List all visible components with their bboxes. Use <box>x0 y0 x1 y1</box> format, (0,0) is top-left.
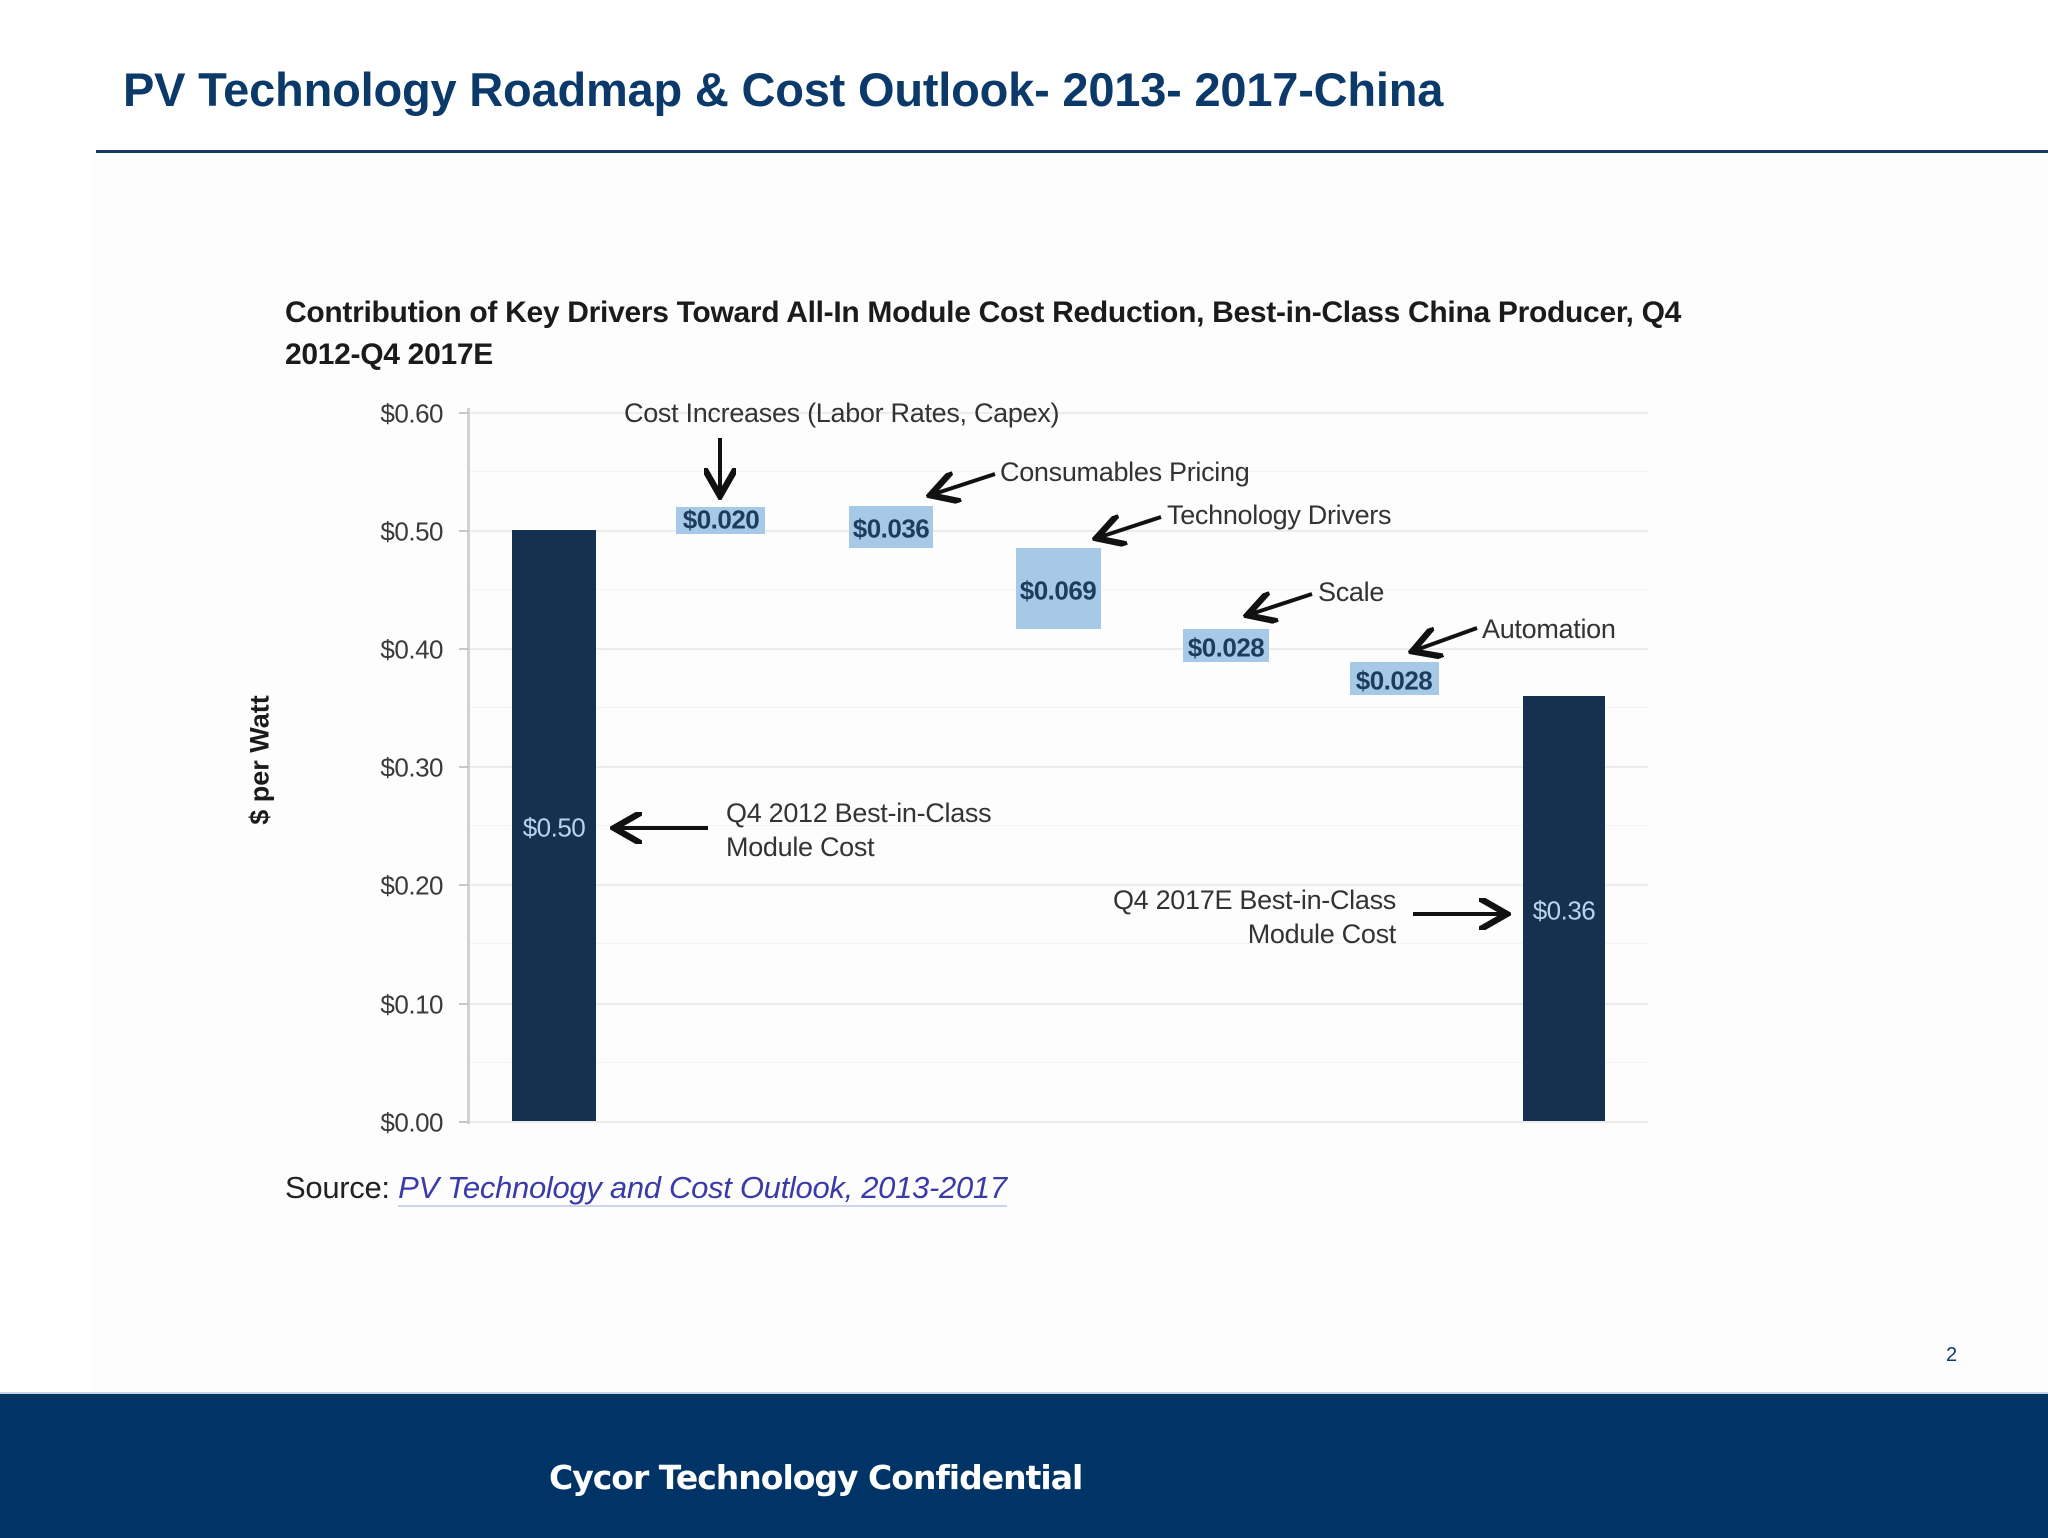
gridline <box>470 884 1648 886</box>
y-tick-label: $0.60 <box>380 398 443 429</box>
y-tick-label: $0.20 <box>380 870 443 901</box>
bar-value-label: $0.028 <box>1187 632 1265 663</box>
bar-scale <box>1183 629 1269 662</box>
annotation-consumables: Consumables Pricing <box>1000 457 1250 487</box>
annotation-end: Q4 2017E Best-in-Class Module Cost <box>1040 883 1396 951</box>
bar-technology-drivers <box>1016 548 1101 629</box>
gridline <box>470 530 1648 532</box>
y-tick-label: $0.30 <box>380 752 443 783</box>
gridline-minor <box>470 471 1648 472</box>
tick-mark <box>459 1003 469 1005</box>
bar-q4-2012: $0.50 <box>512 530 596 1121</box>
y-tick-label: $0.00 <box>380 1107 443 1138</box>
tick-mark <box>459 1121 469 1123</box>
bar-value-label: $0.036 <box>852 513 930 544</box>
bar-value-label: $0.020 <box>682 504 760 535</box>
bar-value-label: $0.069 <box>1019 575 1097 606</box>
annotation-scale: Scale <box>1318 577 1385 607</box>
title-divider <box>96 150 2048 153</box>
bar-q4-2017e: $0.36 <box>1523 696 1605 1121</box>
source-prefix: Source: <box>285 1170 390 1205</box>
bar-value-label: $0.36 <box>1532 895 1596 926</box>
annotation-technology: Technology Drivers <box>1167 500 1392 530</box>
bar-automation <box>1350 662 1439 695</box>
y-tick-label: $0.40 <box>380 634 443 665</box>
y-tick-label: $0.50 <box>380 516 443 547</box>
gridline <box>470 412 1648 414</box>
annotation-end-line2: Module Cost <box>1247 919 1397 949</box>
chart-title: Contribution of Key Drivers Toward All-I… <box>285 296 1682 371</box>
gridline-minor <box>470 1062 1648 1063</box>
slide-content-background <box>92 154 2048 1394</box>
tick-mark <box>459 648 469 650</box>
source-link[interactable]: PV Technology and Cost Outlook, 2013-201… <box>398 1170 1007 1207</box>
gridline <box>470 648 1648 650</box>
chart-source: Source: PV Technology and Cost Outlook, … <box>285 1170 1007 1207</box>
tick-mark <box>459 884 469 886</box>
bar-value-label: $0.50 <box>522 812 586 843</box>
footer-band <box>0 1392 2048 1538</box>
gridline <box>470 1003 1648 1005</box>
gridline <box>470 1121 1648 1123</box>
gridline-minor <box>470 825 1648 826</box>
annotation-end-line1: Q4 2017E Best-in-Class <box>1112 885 1396 915</box>
gridline-minor <box>470 707 1648 708</box>
y-tick-label: $0.10 <box>380 989 443 1020</box>
gridline-minor <box>470 943 1648 944</box>
tick-mark <box>459 530 469 532</box>
bar-value-label: $0.028 <box>1355 665 1433 696</box>
slide-title: PV Technology Roadmap & Cost Outlook- 20… <box>123 63 1444 116</box>
annotation-start-line1: Q4 2012 Best-in-Class <box>726 798 992 828</box>
tick-mark <box>459 412 469 414</box>
y-axis-label: $ per Watt <box>244 695 275 825</box>
page-number: 2 <box>1946 1344 1958 1366</box>
bar-consumables <box>849 506 933 548</box>
tick-mark <box>459 766 469 768</box>
annotation-automation: Automation <box>1482 614 1616 644</box>
annotation-start-line2: Module Cost <box>726 832 875 862</box>
annotation-cost-increases: Cost Increases (Labor Rates, Capex) <box>624 398 1060 428</box>
bar-cost-increases <box>676 507 765 534</box>
annotation-start: Q4 2012 Best-in-Class Module Cost <box>726 796 992 864</box>
footer-confidential: Cycor Technology Confidential <box>549 1458 1083 1497</box>
gridline <box>470 766 1648 768</box>
